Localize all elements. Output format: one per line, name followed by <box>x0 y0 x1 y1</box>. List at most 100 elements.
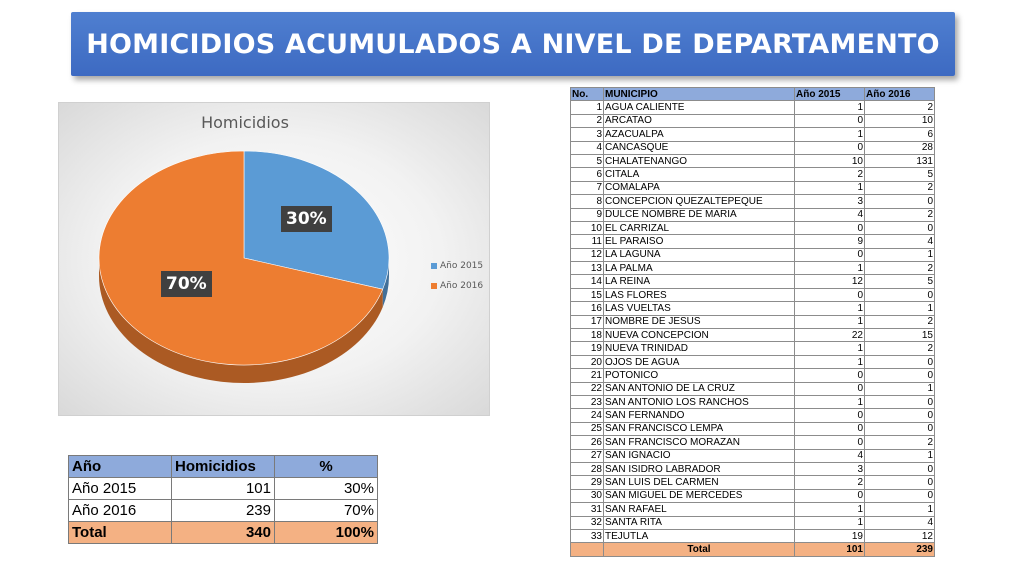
municipio-2016: 0 <box>864 421 935 437</box>
municipio-row: 24 SAN FERNANDO 0 0 <box>570 408 935 423</box>
municipio-2016: 15 <box>864 328 935 343</box>
municipio-2015: 1 <box>794 394 865 410</box>
municipio-header-2016: Año 2016 <box>864 86 935 102</box>
legend-label-2015: Año 2015 <box>440 261 484 271</box>
municipio-header-row: No. MUNICIPIO Año 2015 Año 2016 <box>570 86 935 102</box>
summary-year: Año 2015 <box>68 477 172 500</box>
municipio-name: LA REINA <box>603 274 795 289</box>
municipio-2015: 1 <box>794 100 865 115</box>
municipio-name: SAN FERNANDO <box>603 408 795 423</box>
municipio-2015: 9 <box>794 234 865 249</box>
municipio-name: EL CARRIZAL <box>603 220 795 236</box>
chart-title: Homicidios <box>201 113 289 132</box>
municipio-2016: 0 <box>864 194 935 209</box>
summary-header-homicidios: Homicidios <box>171 455 275 478</box>
municipio-no: 16 <box>570 301 604 316</box>
municipio-2015: 0 <box>794 368 865 383</box>
municipio-2016: 2 <box>864 100 935 115</box>
municipio-no: 9 <box>570 207 604 222</box>
municipio-2015: 2 <box>794 167 865 182</box>
municipio-2015: 0 <box>794 247 865 263</box>
municipio-no: 26 <box>570 435 604 450</box>
chart-legend: Año 2015 Año 2016 <box>431 261 483 301</box>
municipio-name: SAN ANTONIO DE LA CRUZ <box>603 381 795 396</box>
municipio-2015: 0 <box>794 287 865 303</box>
slice-label-2015: 30% <box>281 206 332 232</box>
municipio-name: TEJUTLA <box>603 528 795 544</box>
municipio-2015: 2 <box>794 475 865 490</box>
municipio-name: COMALAPA <box>603 180 795 196</box>
municipio-name: AZACUALPA <box>603 127 795 142</box>
municipio-header-name: MUNICIPIO <box>603 86 795 102</box>
title-banner: HOMICIDIOS ACUMULADOS A NIVEL DE DEPARTA… <box>71 12 955 76</box>
municipio-2016: 0 <box>864 475 935 490</box>
municipio-2015: 1 <box>794 354 865 370</box>
summary-total-homicidios: 340 <box>171 521 275 544</box>
municipio-2015: 1 <box>794 301 865 316</box>
municipio-2016: 6 <box>864 127 935 142</box>
municipio-header-no: No. <box>570 86 604 102</box>
municipio-2016: 2 <box>864 341 935 356</box>
summary-pct: 30% <box>274 477 378 500</box>
municipio-no: 1 <box>570 100 604 115</box>
municipio-name: SANTA RITA <box>603 515 795 530</box>
municipio-2015: 0 <box>794 421 865 437</box>
summary-table: Año Homicidios % Año 2015 101 30% Año 20… <box>68 455 378 544</box>
municipio-2015: 1 <box>794 314 865 330</box>
municipio-name: DULCE NOMBRE DE MARIA <box>603 207 795 222</box>
municipio-name: OJOS DE AGUA <box>603 354 795 370</box>
municipio-name: CITALA <box>603 167 795 182</box>
summary-row: Año 2015 101 30% <box>68 477 378 500</box>
summary-total-row: Total 340 100% <box>68 521 378 544</box>
municipio-row: 33 TEJUTLA 19 12 <box>570 528 935 544</box>
municipio-no: 6 <box>570 167 604 182</box>
municipio-no: 23 <box>570 394 604 410</box>
municipio-2016: 131 <box>864 153 935 169</box>
municipio-2015: 1 <box>794 127 865 142</box>
municipio-name: SAN RAFAEL <box>603 502 795 517</box>
municipio-total-label: Total <box>603 542 795 557</box>
municipio-name: SAN ANTONIO LOS RANCHOS <box>603 394 795 410</box>
municipio-name: LAS VUELTAS <box>603 301 795 316</box>
legend-label-2016: Año 2016 <box>440 281 484 291</box>
legend-item-2016: Año 2016 <box>431 281 483 291</box>
municipio-name: LA PALMA <box>603 261 795 276</box>
legend-item-2015: Año 2015 <box>431 261 483 271</box>
municipio-row: 12 LA LAGUNA 0 1 <box>570 247 935 263</box>
municipio-name: CANCASQUE <box>603 140 795 155</box>
municipio-no: 10 <box>570 220 604 236</box>
municipio-row: 4 CANCASQUE 0 28 <box>570 140 935 155</box>
municipio-2016: 1 <box>864 381 935 396</box>
municipio-row: 21 POTONICO 0 0 <box>570 368 935 383</box>
summary-pct: 70% <box>274 499 378 522</box>
municipio-2016: 0 <box>864 394 935 410</box>
municipio-2016: 0 <box>864 220 935 236</box>
municipio-total-2016: 239 <box>864 542 935 557</box>
municipio-name: LAS FLORES <box>603 287 795 303</box>
municipio-total-blank <box>570 542 604 557</box>
summary-row: Año 2016 239 70% <box>68 499 378 522</box>
municipio-2016: 12 <box>864 528 935 544</box>
municipio-row: 19 NUEVA TRINIDAD 1 2 <box>570 341 935 356</box>
municipio-2016: 2 <box>864 261 935 276</box>
municipio-2016: 1 <box>864 301 935 316</box>
municipio-2016: 1 <box>864 448 935 463</box>
municipio-2015: 1 <box>794 180 865 196</box>
municipio-row: 16 LAS VUELTAS 1 1 <box>570 301 935 316</box>
municipio-row: 28 SAN ISIDRO LABRADOR 3 0 <box>570 461 935 477</box>
municipio-name: SAN MIGUEL DE MERCEDES <box>603 488 795 504</box>
municipio-no: 3 <box>570 127 604 142</box>
municipio-name: SAN LUIS DEL CARMEN <box>603 475 795 490</box>
pie-slice-side <box>382 258 389 308</box>
municipio-2015: 0 <box>794 408 865 423</box>
municipio-name: AGUA CALIENTE <box>603 100 795 115</box>
pie-chart-canvas <box>98 150 390 383</box>
summary-header-pct: % <box>274 455 378 478</box>
municipio-no: 29 <box>570 475 604 490</box>
municipio-total-2015: 101 <box>794 542 865 557</box>
municipio-2015: 0 <box>794 140 865 155</box>
municipio-no: 30 <box>570 488 604 504</box>
municipio-row: 11 EL PARAISO 9 4 <box>570 234 935 249</box>
slice-label-2016: 70% <box>161 271 212 297</box>
municipio-2016: 2 <box>864 314 935 330</box>
